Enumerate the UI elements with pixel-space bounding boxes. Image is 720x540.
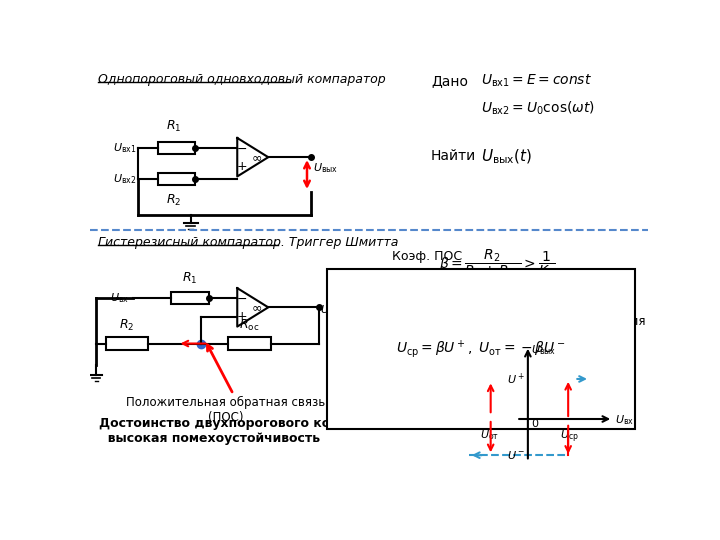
Text: $U_{\rm вх1}$: $U_{\rm вх1}$	[113, 141, 137, 155]
Text: $R_{\rm ос}$: $R_{\rm ос}$	[239, 318, 259, 333]
Bar	[158, 142, 195, 154]
Text: $U_{\rm вх2}$: $U_{\rm вх2}$	[113, 172, 137, 186]
Text: Гистерезисный компаратор. Триггер Шмитта: Гистерезисный компаратор. Триггер Шмитта	[98, 236, 398, 249]
Text: 0: 0	[531, 418, 538, 429]
Text: $-$: $-$	[235, 141, 247, 154]
Bar	[171, 292, 209, 304]
Text: $\infty$: $\infty$	[251, 151, 262, 164]
Text: $U_{\rm вых}(t)$: $U_{\rm вых}(t)$	[482, 148, 533, 166]
Text: $U_{\rm от}$: $U_{\rm от}$	[480, 428, 499, 442]
Text: $U_{\rm вых}$: $U_{\rm вых}$	[531, 343, 556, 357]
Text: $+$: $+$	[235, 160, 247, 173]
Text: $R_2$: $R_2$	[166, 193, 181, 208]
Text: $U^+$: $U^+$	[507, 372, 525, 387]
Text: $-$: $-$	[235, 292, 247, 305]
Text: $U_{\rm ср}$: $U_{\rm ср}$	[560, 428, 579, 444]
Text: $\infty$: $\infty$	[251, 301, 262, 314]
Text: $U^-$: $U^-$	[507, 449, 525, 461]
Text: $U_{\rm вх}$: $U_{\rm вх}$	[615, 414, 634, 428]
Text: $U_{\rm вх1} = E = const$: $U_{\rm вх1} = E = const$	[482, 72, 593, 89]
Text: $U_{\rm вых}$: $U_{\rm вых}$	[320, 303, 346, 318]
Text: Достоинство двухпорогового компаратора :
  высокая помехоустойчивость: Достоинство двухпорогового компаратора :…	[99, 417, 418, 446]
Text: $U_{\rm вых}$: $U_{\rm вых}$	[313, 161, 338, 175]
Text: Дано: Дано	[431, 74, 468, 88]
Text: $\beta = \dfrac{R_2}{R_2 + R_{\rm ос}} > \dfrac{1}{K_0}$: $\beta = \dfrac{R_2}{R_2 + R_{\rm ос}} >…	[438, 248, 556, 281]
Text: Положительная обратная связь
(ПОС): Положительная обратная связь (ПОС)	[126, 396, 325, 424]
Text: $U_{\rm вых} = U^{-}$    или  $U_{\rm вых} = -$: $U_{\rm вых} = U^{-}$ или $U_{\rm вых} =…	[392, 296, 556, 311]
Text: $R_2$: $R_2$	[119, 318, 134, 333]
Text: Коэф. ПОС: Коэф. ПОС	[392, 249, 462, 262]
Text: $U_{\rm ср} = \beta U^+, \; U_{\rm от} = -\beta U^-$: $U_{\rm ср} = \beta U^+, \; U_{\rm от} =…	[396, 338, 565, 360]
Text: Однопороговый одновходовый компаратор: Однопороговый одновходовый компаратор	[98, 72, 385, 85]
Text: $R_1$: $R_1$	[182, 271, 198, 286]
Text: $+$: $+$	[235, 310, 247, 323]
Text: Найти: Найти	[431, 150, 476, 164]
Bar	[158, 173, 195, 185]
Text: $U_{\rm вх}$: $U_{\rm вх}$	[109, 291, 129, 305]
Text: Два устойчивых состояния на выходе: Два устойчивых состояния на выходе	[392, 282, 629, 295]
Text: $R_1$: $R_1$	[166, 119, 181, 134]
Text: $U_{\rm вх2} = U_0 \cos(\omega t)$: $U_{\rm вх2} = U_0 \cos(\omega t)$	[482, 99, 595, 117]
Bar	[228, 338, 271, 350]
Text: Напряжения срабатывания и отпирания: Напряжения срабатывания и отпирания	[392, 315, 646, 328]
Bar	[106, 338, 148, 350]
